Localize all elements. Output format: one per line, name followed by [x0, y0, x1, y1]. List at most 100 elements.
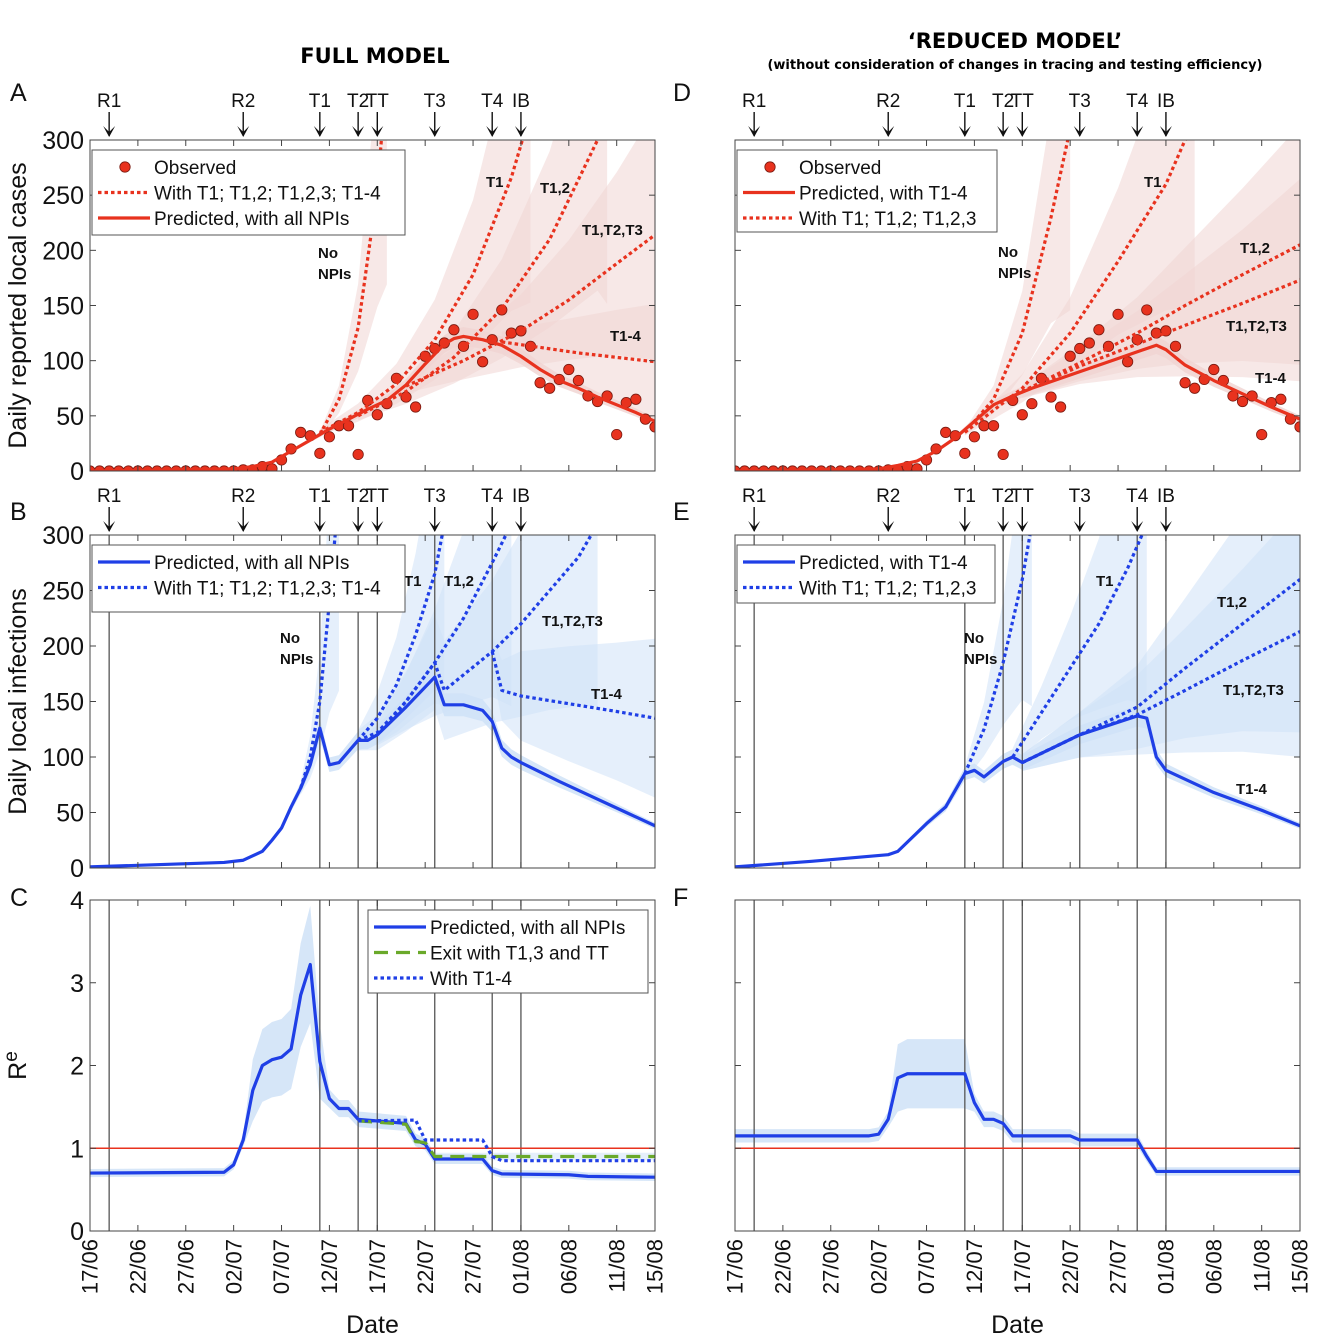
event-label: T4 [1126, 486, 1149, 507]
x-tick-label: 17/07 [365, 1239, 390, 1294]
observed-point [911, 463, 923, 471]
curve-annotation-text: T1-4 [610, 328, 641, 345]
series-line-dotted-t1 [356, 535, 444, 742]
event-marker-t2: T2 [992, 91, 1014, 137]
event-marker-r2: R2 [876, 486, 900, 532]
arrowhead-icon [882, 126, 895, 137]
legend-label: With T1; T1,2; T1,2,3 [799, 579, 976, 600]
event-marker-t2: T2 [347, 91, 369, 137]
event-label: T2 [347, 486, 369, 507]
series-line-dotted-no-npis [299, 535, 337, 789]
legend-label: With T1; T1,2; T1,2,3; T1-4 [154, 184, 381, 205]
arrowhead-icon [748, 521, 761, 532]
legend-label: Predicted, with T1-4 [799, 553, 968, 574]
y-axis-label: Daily reported local cases [4, 162, 32, 448]
title-full-model: FULL MODEL [300, 44, 449, 68]
observed-point [1064, 350, 1076, 362]
event-label: R1 [742, 91, 766, 112]
arrowhead-icon [514, 521, 527, 532]
event-marker-t2: T2 [992, 486, 1014, 532]
event-marker-t2: T2 [347, 486, 369, 532]
observed-point [400, 391, 412, 403]
arrowhead-icon [352, 521, 365, 532]
observed-point [611, 428, 623, 441]
event-marker-t1: T1 [309, 91, 331, 137]
arrowhead-icon [997, 126, 1010, 137]
legend: Predicted, with all NPIs Exit with T1,3 a… [367, 909, 649, 994]
event-marker-tt: TT [1011, 486, 1034, 532]
arrowhead-icon [428, 521, 441, 532]
series-line-dotted-t1-t2-t3 [1021, 278, 1300, 394]
curve-annotation-text: T1,T2,T3 [542, 613, 603, 630]
y-tick-label: 300 [42, 522, 84, 550]
event-marker-t1: T1 [954, 486, 976, 532]
series-line-solid-t1-4 [735, 714, 1300, 868]
subtitle-reduced-model: (without consideration of changes in tra… [767, 58, 1262, 73]
observed-point [295, 426, 307, 438]
x-tick-label: 11/08 [604, 1239, 629, 1292]
event-label: T2 [347, 91, 369, 112]
curve-annotation: T1,T2,T3 [1223, 682, 1284, 699]
event-label: R1 [97, 486, 121, 507]
observed-point [314, 447, 326, 459]
arrowhead-icon [1159, 521, 1172, 532]
y-tick-label: 0 [70, 1218, 84, 1246]
arrowhead-icon [1131, 126, 1144, 137]
arrowhead-icon [1131, 521, 1144, 532]
event-marker-r2: R2 [231, 486, 255, 532]
curve-annotation-text: T1,T2,T3 [1226, 318, 1287, 335]
series-line-dotted-t1-t2-t3 [357, 535, 594, 742]
panel-b: 0 50 100 150 200 250 300 Daily local infections… [4, 486, 656, 883]
event-marker-tt: TT [366, 91, 389, 137]
x-tick-label: 15/08 [1288, 1239, 1313, 1294]
observed-point [409, 401, 422, 413]
curve-annotation: T1,2 [1217, 594, 1247, 611]
arrowhead-icon [352, 126, 365, 137]
curve-annotation-text: No NPIs [998, 244, 1032, 282]
observed-point [1045, 391, 1057, 403]
event-label: R2 [876, 486, 900, 507]
y-tick-label: 300 [42, 127, 84, 155]
observed-point [1275, 393, 1287, 405]
curve-annotation-text: T1 [1096, 573, 1114, 590]
event-marker-r1: R1 [742, 91, 766, 137]
x-tick-label: 01/08 [1154, 1239, 1179, 1294]
arrowhead-icon [1073, 126, 1086, 137]
event-marker-t4: T4 [481, 486, 504, 532]
uncertainty-band [358, 140, 608, 421]
x-tick-label: 02/07 [866, 1239, 891, 1294]
panel-letter: F [673, 884, 688, 912]
event-label: R2 [231, 486, 255, 507]
event-marker-ib: IB [1157, 486, 1175, 532]
x-tick-label: 17/06 [78, 1239, 103, 1294]
event-marker-r1: R1 [97, 486, 121, 532]
curve-annotation-text: No NPIs [964, 630, 998, 668]
series-line-dotted-t1-2 [376, 535, 508, 736]
event-marker-r2: R2 [231, 91, 255, 137]
event-marker-t3: T3 [1069, 91, 1091, 137]
legend-marker-icon [119, 161, 131, 173]
curve-annotation-text: T1,2 [540, 180, 571, 197]
x-tick-label: 12/07 [962, 1239, 987, 1294]
event-marker-r1: R1 [742, 486, 766, 532]
observed-point [1074, 342, 1086, 355]
x-tick-label: 22/06 [771, 1239, 796, 1294]
event-marker-tt: TT [366, 486, 389, 532]
observed-point [630, 393, 642, 405]
curve-annotation: No NPIs [964, 630, 998, 668]
y-tick-label: 4 [70, 887, 84, 915]
curve-annotation-text: T1,T2,T3 [1223, 682, 1284, 699]
observed-point [544, 382, 556, 394]
y-tick-label: 250 [42, 578, 84, 606]
arrowhead-icon [514, 126, 527, 137]
x-tick-label: 01/08 [509, 1239, 534, 1294]
series-line-solid [90, 334, 655, 471]
plot-area [735, 900, 1300, 1231]
series-line-solid [735, 1072, 1300, 1174]
observed-point [352, 448, 364, 461]
x-tick-label: 22/07 [1058, 1239, 1083, 1294]
arrowhead-icon [103, 126, 116, 137]
x-tick-label: 17/07 [1010, 1239, 1035, 1294]
event-marker-r1: R1 [97, 91, 121, 137]
legend-label: With T1-4 [430, 969, 512, 990]
